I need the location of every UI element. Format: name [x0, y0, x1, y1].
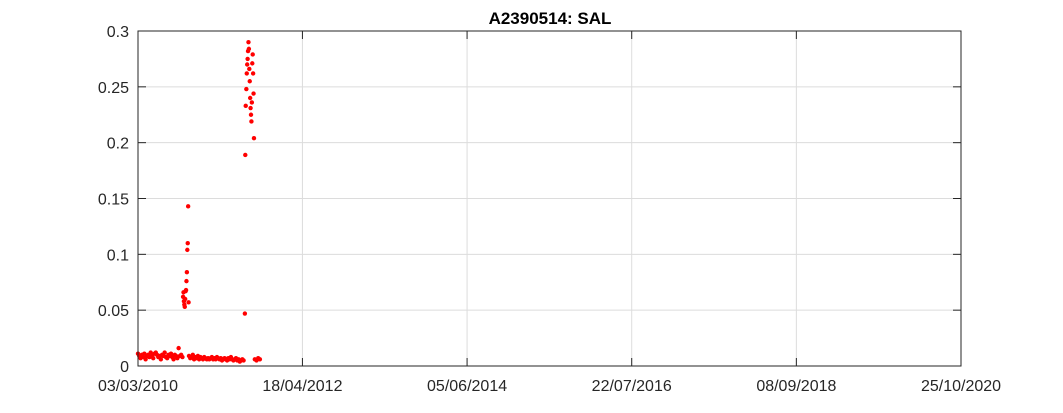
chart-title: A2390514: SAL: [489, 9, 612, 28]
data-point: [250, 71, 256, 76]
data-point: [243, 103, 248, 109]
x-tick-label: 03/03/2010: [98, 378, 178, 395]
x-tick-label: 05/06/2014: [427, 378, 507, 395]
data-point: [249, 100, 255, 105]
data-point: [171, 357, 176, 362]
data-points: [135, 39, 263, 364]
data-point: [182, 304, 187, 310]
data-point: [245, 56, 250, 62]
y-tick-label: 0.05: [98, 303, 129, 320]
y-tick-label: 0.3: [107, 24, 129, 41]
x-tick-label: 18/04/2012: [262, 378, 342, 395]
data-point: [185, 204, 191, 209]
data-point: [246, 46, 252, 52]
data-point: [185, 247, 190, 253]
data-point: [183, 287, 189, 293]
data-point: [247, 66, 252, 72]
data-point: [251, 91, 256, 96]
data-point: [250, 52, 255, 57]
axis-ticks: 03/03/2010 18/04/2012 05/06/2014 22/07/2016…: [98, 24, 1001, 395]
grid-lines: [137, 30, 962, 367]
data-point: [176, 345, 181, 351]
data-point: [257, 357, 263, 362]
data-point: [180, 354, 185, 360]
data-point: [182, 296, 188, 302]
x-tick-label: 22/07/2016: [592, 378, 672, 395]
data-point: [162, 350, 167, 355]
data-point: [151, 355, 156, 361]
data-point: [250, 61, 255, 66]
data-point: [247, 95, 253, 101]
y-tick-label: 0.25: [98, 80, 129, 97]
data-point: [148, 350, 153, 355]
data-point: [184, 278, 189, 284]
y-tick-label: 0.1: [107, 247, 129, 264]
data-point: [244, 86, 249, 92]
y-tick-label: 0: [120, 359, 129, 376]
data-point: [248, 112, 254, 117]
y-tick-label: 0.2: [107, 136, 129, 153]
data-point: [241, 358, 246, 363]
y-tick-label: 0.15: [98, 192, 129, 209]
data-point: [143, 357, 148, 362]
data-point: [248, 105, 253, 111]
x-tick-label: 25/10/2020: [921, 378, 1001, 395]
data-point: [168, 351, 174, 356]
data-point: [184, 270, 190, 275]
data-point: [245, 62, 250, 67]
data-point: [185, 240, 190, 246]
data-point: [249, 119, 254, 124]
data-point: [244, 71, 249, 76]
data-point: [186, 300, 191, 305]
data-point: [251, 136, 257, 141]
data-point: [246, 39, 251, 45]
data-point: [242, 311, 248, 316]
data-point: [243, 152, 248, 158]
x-tick-label: 08/09/2018: [756, 378, 836, 395]
data-point: [247, 79, 252, 84]
data-point: [158, 357, 164, 362]
